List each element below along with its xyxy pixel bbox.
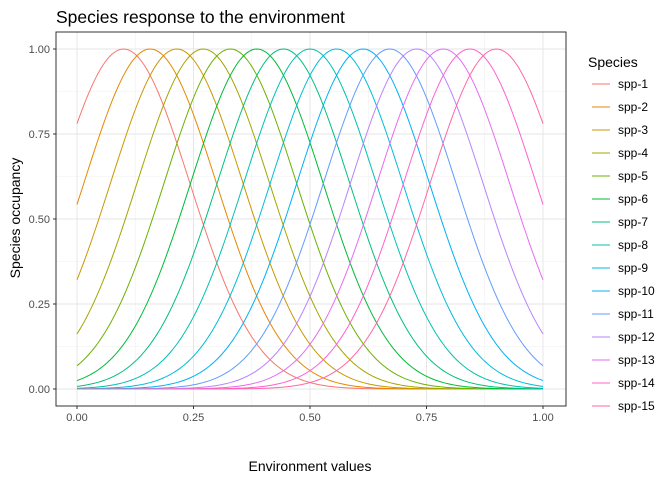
legend-label-spp-14: spp-14 <box>618 376 655 390</box>
legend-label-spp-6: spp-6 <box>618 192 648 206</box>
series-lines <box>76 48 544 390</box>
x-tick-label: 0.75 <box>416 412 437 424</box>
x-tick-label: 0.25 <box>183 412 204 424</box>
series-line-spp-15 <box>77 48 544 390</box>
x-axis-title: Environment values <box>249 458 372 474</box>
y-tick-label: 0.75 <box>29 129 50 141</box>
legend-label-spp-8: spp-8 <box>618 238 648 252</box>
x-tick-label: 0.50 <box>299 412 320 424</box>
y-tick-label: 0.00 <box>29 384 50 396</box>
legend-title: Species <box>588 54 638 70</box>
legend: Species spp-1 spp-2 spp-3 spp-4 spp-5 spp-6 sp… <box>588 54 655 413</box>
legend-label-spp-10: spp-10 <box>618 284 655 298</box>
legend-label-spp-12: spp-12 <box>618 330 655 344</box>
y-tick-label: 1.00 <box>29 44 50 56</box>
y-axis-title: Species occupancy <box>7 158 23 279</box>
chart-title: Species response to the environment <box>56 7 345 27</box>
axes: 0.00 0.25 0.50 0.75 1.00 0.00 0.25 0.50 0.75 1.00 <box>29 31 567 424</box>
x-tick-label: 0.00 <box>66 412 87 424</box>
legend-label-spp-3: spp-3 <box>618 123 648 137</box>
series-line-spp-10 <box>77 48 544 390</box>
legend-label-spp-9: spp-9 <box>618 261 648 275</box>
legend-label-spp-5: spp-5 <box>618 169 648 183</box>
legend-label-spp-2: spp-2 <box>618 100 648 114</box>
legend-label-spp-4: spp-4 <box>618 146 648 160</box>
series-line-spp-9 <box>76 48 544 390</box>
legend-label-spp-15: spp-15 <box>618 399 655 413</box>
legend-label-spp-11: spp-11 <box>618 307 654 321</box>
x-tick-label: 1.00 <box>532 412 553 424</box>
legend-label-spp-1: spp-1 <box>618 77 648 91</box>
legend-label-spp-13: spp-13 <box>618 353 655 367</box>
y-tick-label: 0.50 <box>29 214 50 226</box>
legend-label-spp-7: spp-7 <box>618 215 648 229</box>
y-tick-label: 0.25 <box>29 299 50 311</box>
series-line-spp-8 <box>76 48 544 389</box>
